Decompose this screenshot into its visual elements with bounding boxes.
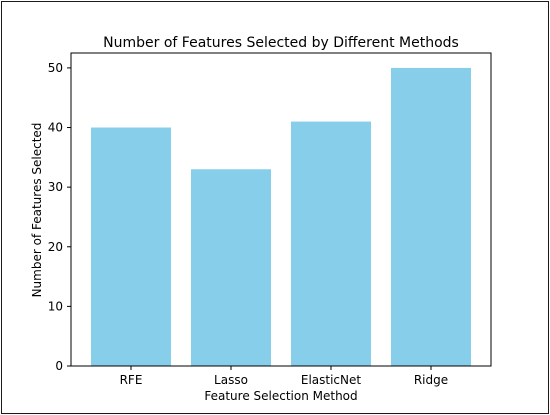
y-tick-label: 0 [55,359,63,373]
x-axis-label: Feature Selection Method [204,389,357,403]
x-tick-label: RFE [120,373,143,387]
x-tick-label: Ridge [414,373,448,387]
y-tick-label: 30 [48,180,63,194]
x-tick-label: Lasso [214,373,248,387]
y-axis-label: Number of Features Selected [30,123,44,298]
bar-lasso [191,169,271,366]
x-tick-label: ElasticNet [301,373,362,387]
bar-rfe [91,127,171,367]
plot-area-frame [70,52,492,367]
bar-ridge [391,67,471,367]
x-axis-ticks: RFE Lasso ElasticNet Ridge [120,366,448,387]
y-tick-label: 40 [48,121,63,135]
bars [91,67,471,367]
y-tick-label: 20 [48,240,63,254]
y-tick-label: 10 [48,299,63,313]
chart-title: Number of Features Selected by Different… [103,35,459,51]
y-tick-label: 50 [48,61,63,75]
bar-elasticnet [291,121,371,366]
y-axis-ticks: 0 10 20 30 40 50 [48,61,71,373]
